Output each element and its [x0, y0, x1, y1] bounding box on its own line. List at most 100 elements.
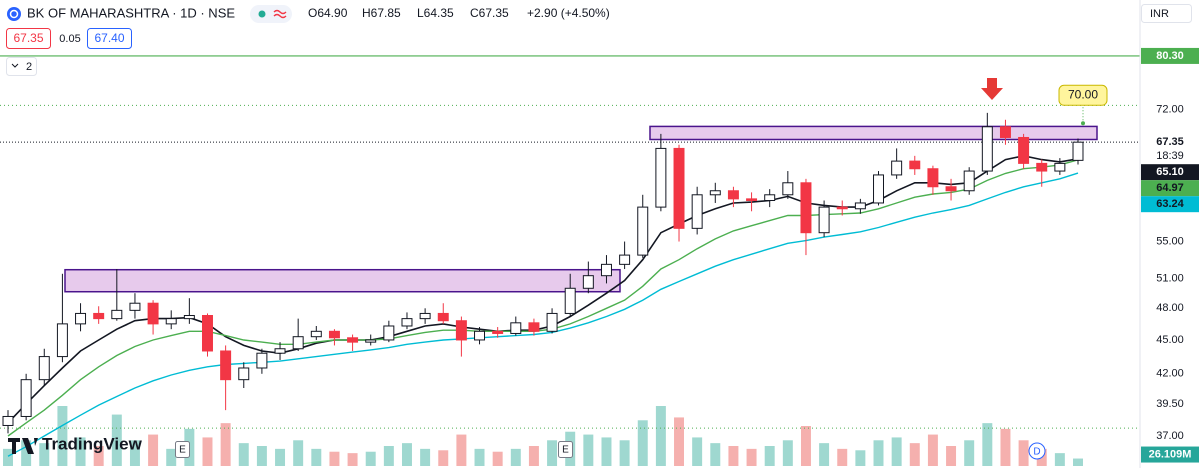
- candle-body: [437, 312, 449, 322]
- zone: [64, 268, 621, 293]
- candle-body: [38, 356, 50, 381]
- brand-logo: [8, 438, 38, 454]
- currency-button[interactable]: [1141, 4, 1192, 23]
- candle-body: [238, 367, 250, 381]
- symbol-icon[interactable]: [7, 7, 21, 21]
- volume-bar: [492, 451, 503, 466]
- status-pill[interactable]: [250, 5, 292, 23]
- dividend-marker[interactable]: [1028, 442, 1046, 460]
- volume-bar: [547, 440, 558, 466]
- candle-body: [202, 315, 213, 352]
- moving-average: [7, 159, 1079, 437]
- volume-bar: [166, 448, 177, 466]
- legend-low: L64.35: [417, 6, 454, 20]
- candle-body: [854, 202, 866, 210]
- candle-body: [727, 190, 739, 200]
- candle-body: [981, 126, 993, 172]
- callout-box: [1058, 84, 1108, 106]
- price-tag: [1141, 180, 1199, 197]
- volume-bar: [982, 423, 993, 466]
- volume-bar: [1073, 458, 1083, 466]
- delay-icon: [273, 9, 287, 19]
- volume-bar: [129, 440, 140, 466]
- candle-body: [655, 147, 667, 208]
- symbol-title[interactable]: BK OF MAHARASHTRA · 1D · NSE: [27, 5, 235, 20]
- candle-body: [1018, 136, 1030, 164]
- volume-bar: [819, 443, 830, 466]
- earnings-marker[interactable]: [175, 441, 190, 458]
- candle-body: [292, 336, 304, 350]
- volume-bar: [21, 440, 32, 466]
- volume-bar: [329, 451, 340, 466]
- volume-bar: [710, 443, 721, 466]
- volume-bar: [438, 450, 449, 466]
- candle-body: [328, 330, 340, 339]
- candle-body: [20, 379, 32, 417]
- volume-bar: [202, 437, 213, 466]
- candle-body: [1036, 162, 1048, 172]
- volume-bar: [873, 440, 884, 466]
- price-tag-label: 67.35: [1156, 136, 1184, 148]
- candle-body: [582, 275, 594, 289]
- volume-bar: [238, 443, 249, 466]
- volume-bar: [57, 406, 68, 466]
- countdown: 18:39: [1156, 150, 1184, 162]
- candle-body: [800, 182, 812, 234]
- volume-bar: [311, 448, 322, 466]
- volume-bar: [510, 448, 521, 466]
- candle-body: [474, 330, 486, 341]
- volume-bar: [655, 406, 666, 466]
- volume-bar: [256, 446, 267, 466]
- callout-point: [1081, 121, 1085, 126]
- buy-button[interactable]: [87, 28, 132, 49]
- volume-bar: [927, 434, 938, 466]
- sell-button[interactable]: [6, 28, 51, 49]
- volume-bar: [837, 448, 848, 466]
- candle-body: [111, 309, 123, 320]
- volume-bar: [728, 446, 739, 466]
- volume-bar: [583, 434, 594, 466]
- indicator-count: 2: [26, 61, 32, 73]
- candle-body: [891, 160, 903, 176]
- dividend-label: D: [1033, 447, 1040, 458]
- volume-bar: [782, 440, 793, 466]
- price-tag: [1141, 164, 1199, 181]
- volume-bar: [1054, 453, 1065, 466]
- candle-body: [564, 287, 576, 314]
- price-axis: [1140, 0, 1200, 468]
- y-tick-label: 42.00: [1156, 368, 1184, 380]
- candle-body: [274, 348, 286, 354]
- candle-body: [909, 160, 921, 170]
- candle-body: [75, 312, 87, 325]
- candle-body: [1054, 162, 1066, 172]
- volume-bar: [909, 443, 920, 466]
- price-tag: [1141, 47, 1199, 64]
- volume-bar: [293, 440, 304, 466]
- price-tag-label: 65.10: [1156, 166, 1184, 178]
- candle-body: [165, 318, 177, 325]
- volume-bar: [601, 437, 612, 466]
- legend-high: H67.85: [362, 6, 401, 20]
- candle-body: [383, 325, 395, 341]
- candle-body: [637, 206, 649, 256]
- volume-bar: [1000, 428, 1011, 466]
- price-tag: [1141, 196, 1199, 213]
- y-tick-label: 39.50: [1156, 398, 1184, 410]
- price-tag-label: 26.109M: [1149, 448, 1192, 460]
- candle-body: [419, 312, 431, 320]
- candle-body: [510, 322, 522, 334]
- collapse-button[interactable]: [6, 57, 37, 76]
- volume-bar: [111, 414, 122, 466]
- volume-bar: [3, 448, 13, 466]
- volume-bar: [148, 434, 159, 466]
- y-tick-label: 72.00: [1156, 103, 1184, 115]
- earnings-marker[interactable]: [558, 441, 573, 458]
- volume-bar: [764, 446, 775, 466]
- currency: INR: [1150, 8, 1169, 20]
- volume-bar: [692, 437, 703, 466]
- volume-bar: [220, 423, 231, 466]
- volume-bar: [474, 448, 485, 466]
- candle-body: [963, 170, 975, 192]
